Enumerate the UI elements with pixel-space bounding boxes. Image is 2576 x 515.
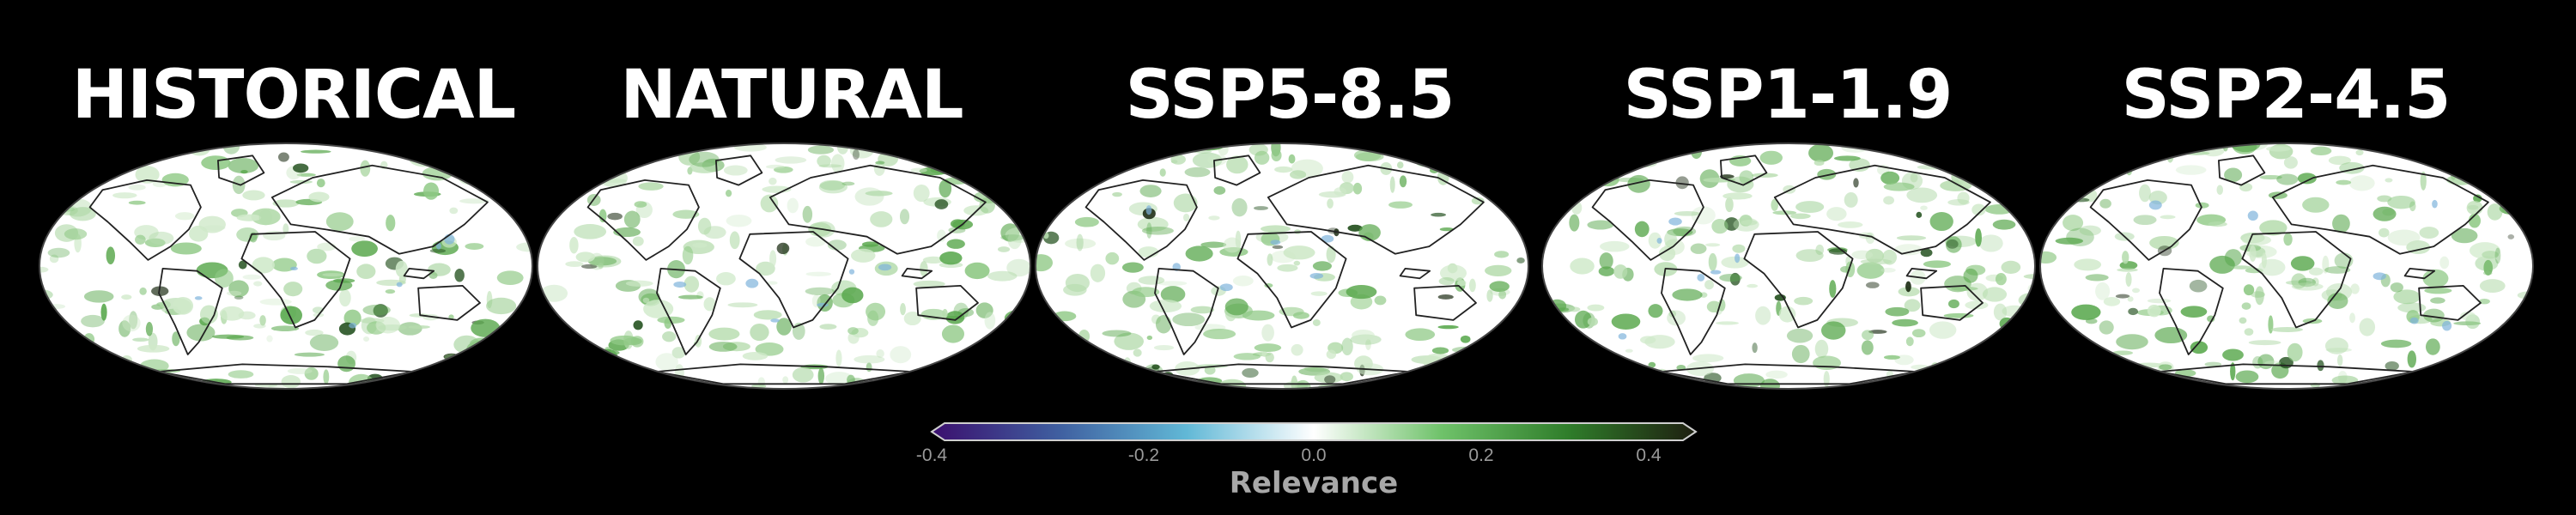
panel-title-ssp585: SSP5-8.5 <box>1125 57 1455 134</box>
continent-outline <box>1084 179 1198 261</box>
continent-outline <box>1720 154 1768 186</box>
panel-title-historical: HISTORICAL <box>71 57 516 134</box>
map-panel-ssp1-1-9 <box>1541 142 2036 390</box>
continent-outline <box>769 164 987 255</box>
continent-outline <box>403 267 435 280</box>
panel-title-ssp245: SSP2-4.5 <box>2121 57 2451 134</box>
continent-outline <box>2217 154 2266 186</box>
continent-outline <box>2403 267 2436 280</box>
continent-outline <box>738 231 849 329</box>
map-panel-ssp5-8-5 <box>1035 142 1529 390</box>
continent-outline <box>1591 179 1704 261</box>
continent-outline <box>417 284 481 321</box>
colorbar-title: Relevance <box>1229 466 1399 500</box>
continent-outline <box>1413 284 1477 321</box>
colorbar-tick-label: 0.4 <box>1636 445 1662 465</box>
continent-outline <box>1213 154 1261 186</box>
continent-outline <box>2089 179 2202 261</box>
continent-outline <box>586 179 700 261</box>
continent-outline <box>2241 231 2352 329</box>
continent-outline <box>240 231 351 329</box>
continent-outline <box>2418 284 2482 321</box>
continent-outline <box>1661 267 1726 355</box>
continent-outline <box>1399 267 1431 280</box>
map-panel-ssp2-4-5 <box>2039 142 2534 390</box>
colorbar-tick-label: 0.0 <box>1301 445 1327 465</box>
continent-outline <box>1905 267 1938 280</box>
continent-outline <box>2159 267 2224 355</box>
continent-outline <box>158 267 223 355</box>
continent-outline <box>715 154 763 186</box>
continent-outline <box>901 267 933 280</box>
continent-outline <box>270 164 489 255</box>
colorbar-tick-label: -0.4 <box>915 445 948 465</box>
panel-title-ssp119: SSP1-1.9 <box>1623 57 1953 134</box>
panel-title-natural: NATURAL <box>620 57 963 134</box>
map-panel-historical <box>39 142 533 390</box>
colorbar <box>930 422 1698 441</box>
continent-outline <box>915 284 979 321</box>
continent-outline <box>1773 164 1991 255</box>
continent-outline <box>216 154 265 186</box>
continent-outline <box>88 179 202 261</box>
map-globe <box>538 143 1030 389</box>
colorbar-tick-label: -0.2 <box>1127 445 1160 465</box>
continent-outline <box>2271 164 2489 255</box>
continent-outline <box>1743 231 1854 329</box>
continent-outline <box>1236 231 1347 329</box>
continent-outline <box>656 267 721 355</box>
map-globe <box>1542 143 2035 389</box>
colorbar-tick-label: 0.2 <box>1468 445 1494 465</box>
continent-outline <box>1154 267 1219 355</box>
continent-outline <box>1920 284 1984 321</box>
map-panel-natural <box>537 142 1031 390</box>
continent-outline <box>1267 164 1485 255</box>
